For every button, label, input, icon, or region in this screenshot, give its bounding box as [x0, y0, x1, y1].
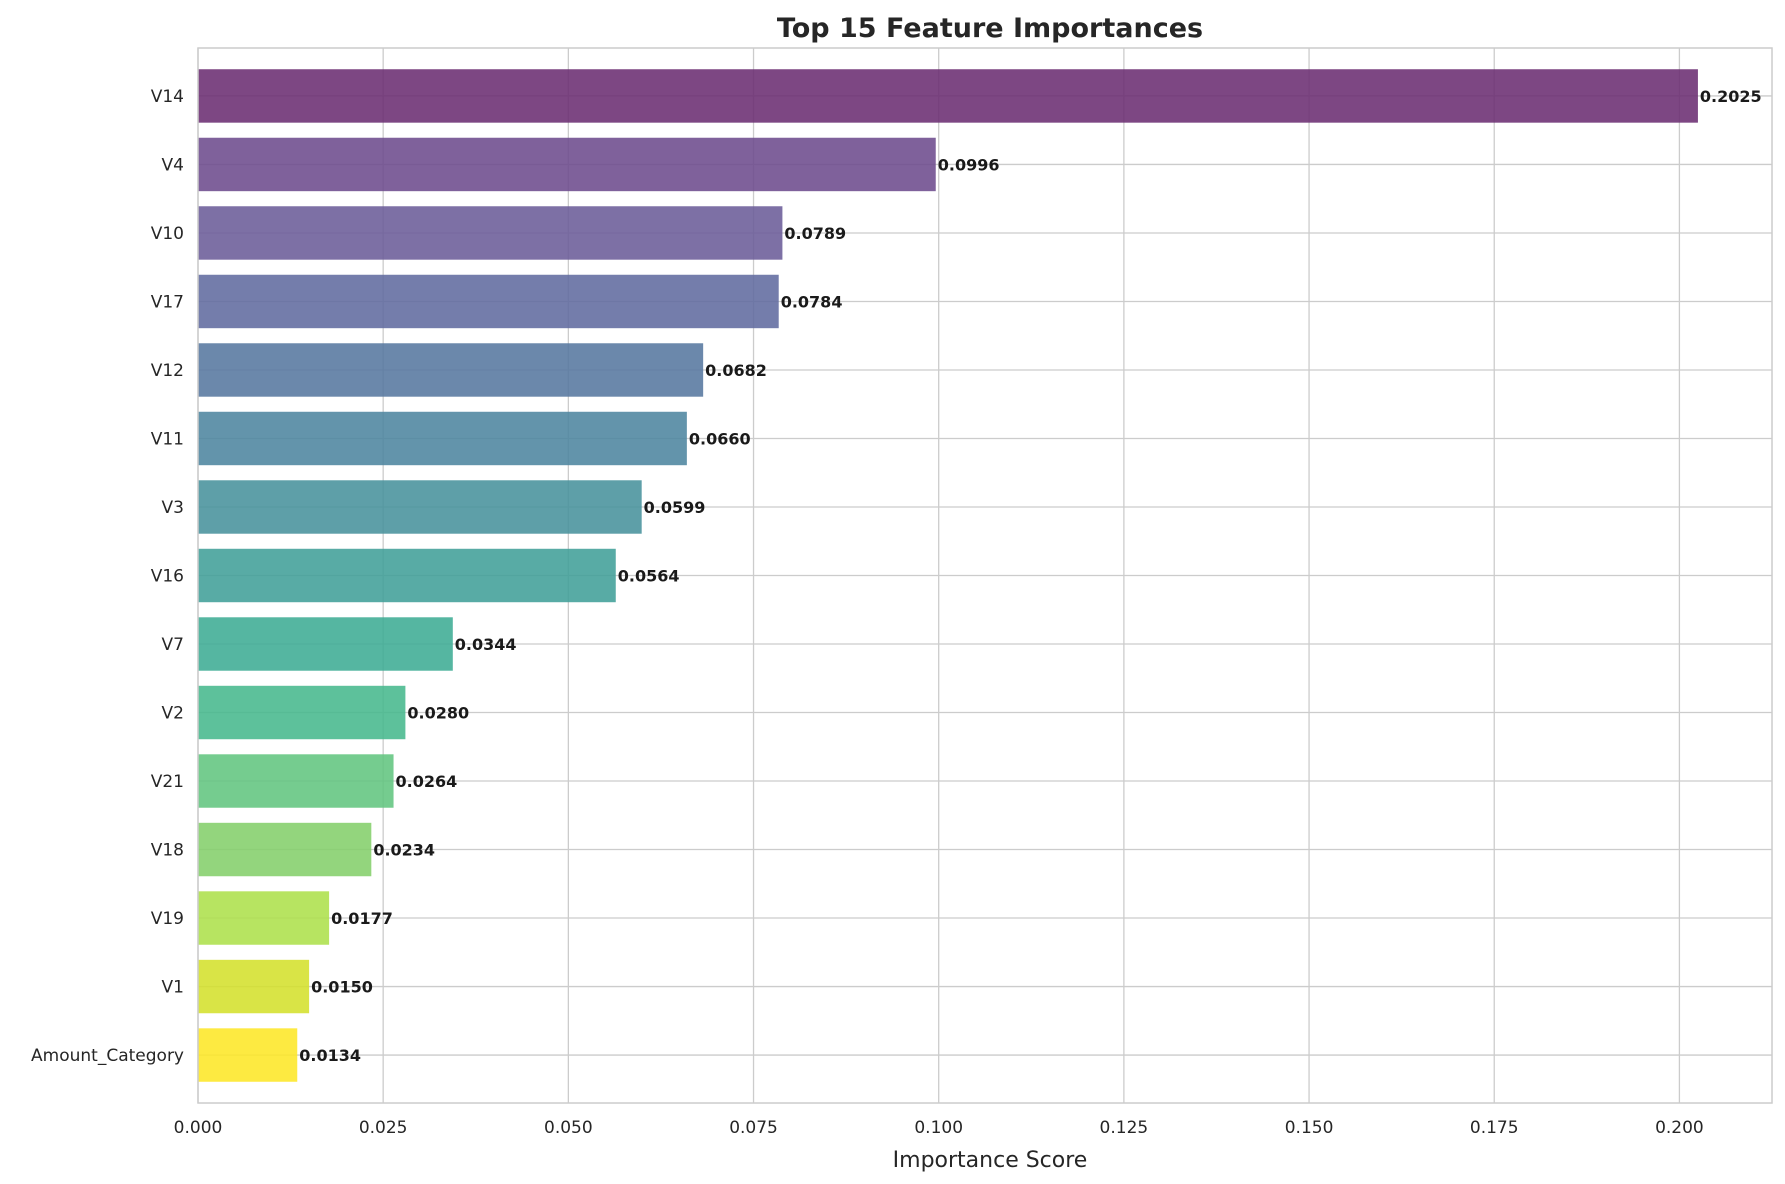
bar-v14 — [198, 69, 1698, 123]
data-label: 0.0134 — [299, 1046, 361, 1065]
x-tick-label: 0.150 — [1285, 1118, 1334, 1138]
data-label: 0.0996 — [938, 155, 1000, 174]
bar-v16 — [198, 548, 616, 603]
bar-v18 — [198, 822, 372, 877]
y-tick-label: V17 — [151, 292, 184, 312]
bar-v4 — [198, 137, 936, 192]
data-label: 0.0789 — [784, 224, 846, 243]
bar-amount-category — [198, 1028, 298, 1082]
bar-v3 — [198, 480, 642, 534]
data-label: 0.0564 — [618, 567, 680, 586]
bar-v11 — [198, 411, 687, 466]
data-label: 0.0599 — [644, 498, 706, 517]
x-tick-label: 0.100 — [914, 1118, 963, 1138]
bar-v10 — [198, 206, 783, 260]
data-label: 0.0344 — [455, 635, 517, 654]
bar-v2 — [198, 685, 406, 740]
bar-v7 — [198, 617, 453, 671]
chart-title: Top 15 Feature Importances — [777, 13, 1203, 44]
data-label: 0.0150 — [311, 978, 373, 997]
y-tick-label: V21 — [151, 772, 184, 792]
y-tick-label: V14 — [151, 87, 184, 107]
x-tick-label: 0.125 — [1100, 1118, 1149, 1138]
data-label: 0.0784 — [781, 292, 843, 311]
data-label: 0.0234 — [373, 841, 435, 860]
y-tick-label: V1 — [162, 978, 184, 998]
y-tick-label: V7 — [162, 635, 184, 655]
data-label: 0.0682 — [705, 361, 767, 380]
bar-v19 — [198, 891, 330, 945]
data-labels: 0.2025 0.0996 0.0789 0.0784 0.0682 0.0660 0.05… — [299, 87, 1761, 1065]
y-tick-labels: V14 V4 V10 V17 V12 V11 V3 V16 V7 V2 V21 V18 V19 V1 Amo… — [31, 87, 184, 1066]
y-tick-label: V16 — [151, 567, 184, 587]
data-label: 0.0264 — [396, 772, 458, 791]
y-tick-label: V4 — [162, 155, 184, 175]
x-tick-label: 0.175 — [1470, 1118, 1519, 1138]
data-label: 0.0177 — [331, 909, 393, 928]
bar-v12 — [198, 343, 704, 397]
plot-frame — [197, 47, 1773, 1104]
x-axis-label: Importance Score — [893, 1148, 1088, 1173]
y-tick-label: V3 — [162, 498, 184, 518]
x-tick-labels: 0.000 0.025 0.050 0.075 0.100 0.125 0.150 0.175… — [174, 1118, 1704, 1138]
bars — [198, 69, 1698, 1082]
bar-v17 — [198, 274, 779, 329]
y-tick-label: V11 — [151, 429, 184, 449]
x-tick-label: 0.050 — [544, 1118, 593, 1138]
y-tick-label: V2 — [162, 704, 184, 724]
data-label: 0.0280 — [407, 704, 469, 723]
data-label: 0.0660 — [689, 429, 751, 448]
y-tick-label: V18 — [151, 841, 184, 861]
data-label: 0.2025 — [1700, 87, 1762, 106]
bar-v21 — [198, 754, 394, 808]
y-tick-label: Amount_Category — [31, 1046, 184, 1066]
x-tick-label: 0.025 — [359, 1118, 408, 1138]
x-tick-label: 0.075 — [729, 1118, 778, 1138]
x-tick-label: 0.200 — [1655, 1118, 1704, 1138]
bar-v1 — [198, 959, 310, 1014]
y-tick-label: V12 — [151, 361, 184, 381]
y-tick-label: V19 — [151, 909, 184, 929]
y-tick-label: V10 — [151, 224, 184, 244]
x-tick-label: 0.000 — [174, 1118, 223, 1138]
